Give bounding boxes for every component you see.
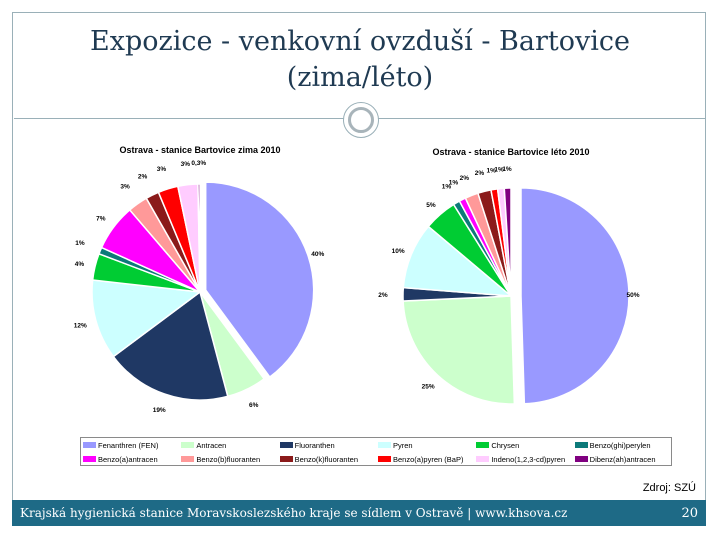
- summer-label-indeno-1-2-3-cd-pyren: 1%: [494, 167, 504, 174]
- legend-item-benzo-a-antracen: Benzo(a)antracen: [81, 452, 179, 466]
- source-note: Zdroj: SZÚ: [642, 482, 696, 494]
- legend-item-chrysen: Chrysen: [474, 438, 572, 452]
- summer-label-benzo-a-pyren-bap: 1%: [486, 168, 496, 175]
- legend-label: Dibenz(ah)antracen: [589, 454, 656, 464]
- slide-title: Expozice - venkovní ovzduší - Bartovice …: [20, 24, 700, 96]
- winter-label-chrysen: 4%: [75, 261, 85, 268]
- winter-slice-dibenz-ah-antracen: [197, 183, 201, 293]
- circle-ornament-icon: [343, 102, 379, 138]
- legend-item-benzo-b-fluoranten: Benzo(b)fluoranten: [179, 452, 277, 466]
- legend-item-pyren: Pyren: [376, 438, 474, 452]
- legend-label: Benzo(ghi)perylen: [589, 440, 651, 450]
- summer-label-fenanthren-fen: 50%: [626, 292, 639, 299]
- summer-chart-title: Ostrava - stanice Bartovice léto 2010: [432, 147, 589, 157]
- summer-label-fluoranthen: 2%: [378, 292, 388, 299]
- legend-label: Fluoranthen: [294, 440, 335, 450]
- winter-chart-title: Ostrava - stanice Bartovice zima 2010: [119, 145, 280, 155]
- legend-label: Benzo(b)fluoranten: [196, 454, 261, 464]
- legend-swatch: [83, 456, 96, 462]
- legend-item-benzo-ghi-perylen: Benzo(ghi)perylen: [573, 438, 671, 452]
- legend-item-benzo-k-fluoranten: Benzo(k)fluoranten: [278, 452, 376, 466]
- legend-swatch: [378, 442, 391, 448]
- legend-label: Benzo(a)antracen: [98, 454, 158, 464]
- chart-legend: Fenanthren (FEN) Antracen Fluoranthen Pyren…: [80, 437, 672, 466]
- legend-label: Indeno(1,2,3-cd)pyren: [491, 454, 566, 464]
- legend-swatch: [279, 456, 293, 462]
- winter-slice-fluoranthen: [112, 290, 229, 401]
- summer-slice-dibenz-ah-antracen: [503, 187, 512, 297]
- summer-label-dibenz-ah-antracen: 1%: [502, 166, 512, 173]
- legend-swatch: [476, 456, 490, 462]
- legend-swatch: [181, 456, 195, 462]
- winter-label-benzo-a-antracen: 7%: [96, 216, 106, 223]
- legend-swatch: [574, 442, 588, 448]
- legend-label: Chrysen: [491, 440, 520, 450]
- legend-swatch: [574, 456, 588, 462]
- winter-label-pyren: 12%: [74, 322, 87, 329]
- winter-slice-fenanthren-fen: [204, 181, 315, 379]
- winter-label-benzo-b-fluoranten: 3%: [120, 184, 130, 191]
- summer-label-pyren: 10%: [392, 248, 405, 255]
- legend-label: Benzo(a)pyren (BaP): [393, 454, 464, 464]
- legend-item-benzo-a-pyren-bap: Benzo(a)pyren (BaP): [376, 452, 474, 466]
- legend-swatch: [181, 442, 195, 448]
- summer-slice-antracen: [402, 295, 516, 405]
- legend-swatch: [476, 442, 490, 448]
- footer-bar: [12, 500, 706, 526]
- summer-label-benzo-a-antracen: 1%: [449, 180, 459, 187]
- winter-label-antracen: 6%: [249, 402, 259, 409]
- summer-slice-fenanthren-fen: [520, 187, 630, 405]
- summer-label-benzo-ghi-perylen: 1%: [442, 183, 452, 190]
- summer-label-antracen: 25%: [422, 384, 435, 391]
- legend-label: Pyren: [393, 440, 413, 450]
- legend-item-fluoranthen: Fluoranthen: [278, 438, 376, 452]
- legend-label: Fenanthren (FEN): [98, 440, 159, 450]
- legend-swatch: [83, 442, 96, 448]
- title-line-2: (zima/léto): [286, 62, 434, 93]
- winter-slice-pyren: [91, 279, 202, 358]
- summer-label-benzo-k-fluoranten: 2%: [475, 170, 485, 177]
- page-number: 20: [681, 506, 698, 521]
- summer-label-benzo-b-fluoranten: 2%: [460, 175, 470, 182]
- winter-label-dibenz-ah-antracen: 0,3%: [191, 160, 206, 167]
- legend-item-fenanthren-fen: Fenanthren (FEN): [81, 438, 179, 452]
- legend-label: Benzo(k)fluoranten: [294, 454, 359, 464]
- legend-item-indeno-1-2-3-cd-pyren: Indeno(1,2,3-cd)pyren: [474, 452, 572, 466]
- winter-label-fenanthren-fen: 40%: [311, 251, 324, 258]
- legend-swatch: [378, 456, 391, 462]
- legend-item-dibenz-ah-antracen: Dibenz(ah)antracen: [573, 452, 671, 466]
- legend-label: Antracen: [196, 440, 227, 450]
- summer-label-chrysen: 5%: [426, 202, 436, 209]
- legend-swatch: [279, 442, 293, 448]
- winter-label-indeno-1-2-3-cd-pyren: 3%: [181, 161, 191, 168]
- winter-label-benzo-k-fluoranten: 2%: [138, 173, 148, 180]
- footer-text: Krajská hygienická stanice Moravskoslezs…: [20, 506, 568, 520]
- title-line-1: Expozice - venkovní ovzduší - Bartovice: [90, 26, 630, 57]
- legend-item-antracen: Antracen: [179, 438, 277, 452]
- winter-label-fluoranthen: 19%: [153, 407, 166, 414]
- winter-label-benzo-ghi-perylen: 1%: [75, 240, 85, 247]
- winter-label-benzo-a-pyren-bap: 3%: [157, 166, 167, 173]
